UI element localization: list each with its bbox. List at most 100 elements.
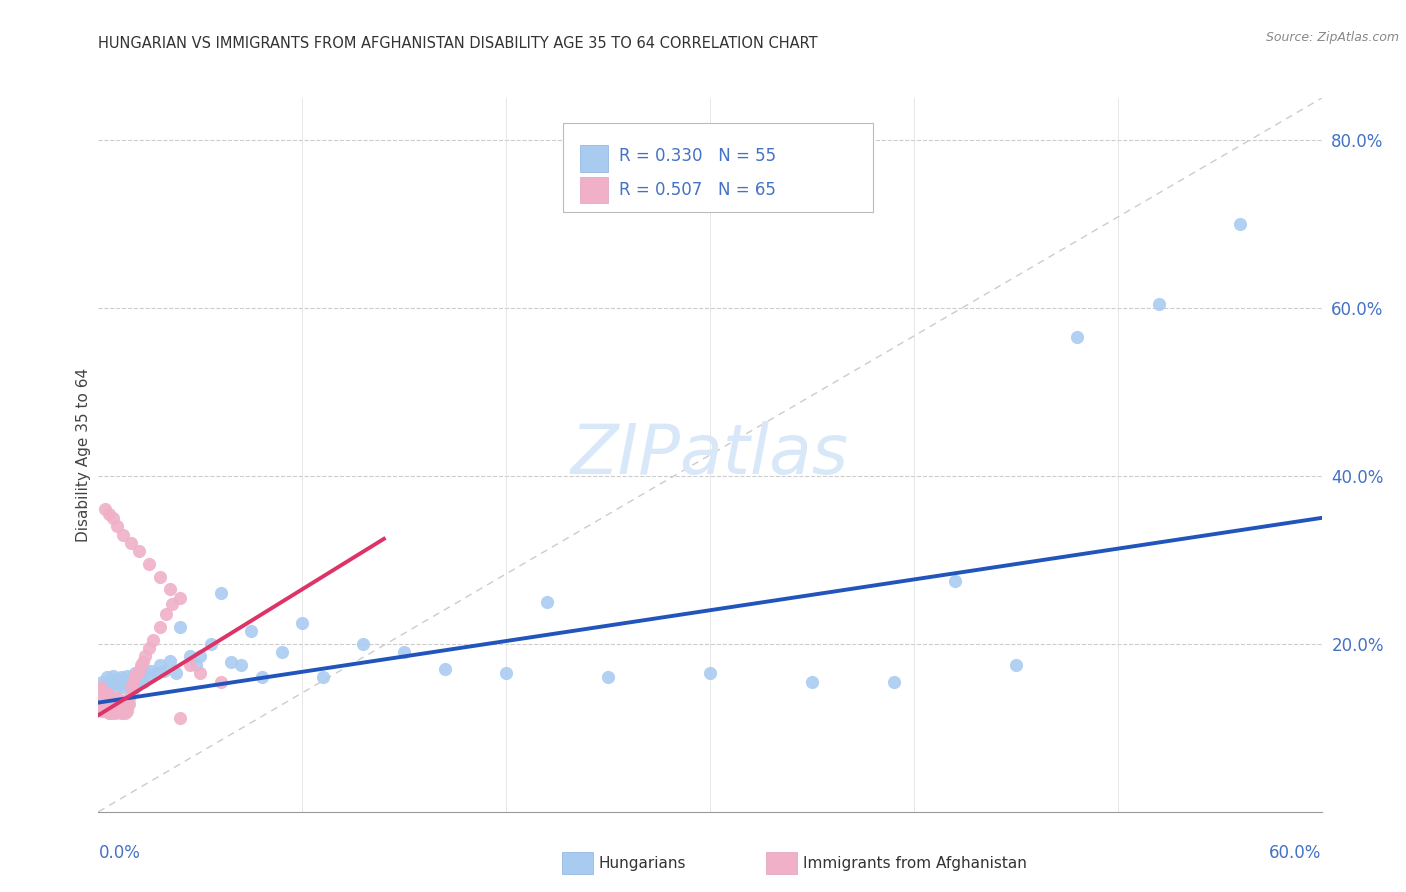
Point xyxy=(149,620,172,634)
Point xyxy=(91,683,114,698)
Point xyxy=(108,696,131,710)
Point xyxy=(115,669,138,683)
Point xyxy=(169,591,191,605)
Point xyxy=(128,672,150,686)
Point xyxy=(134,649,156,664)
Point xyxy=(100,706,122,720)
Point xyxy=(96,685,118,699)
Point xyxy=(169,711,191,725)
Text: 0.0%: 0.0% xyxy=(98,844,141,862)
Point xyxy=(209,674,232,689)
Point xyxy=(149,657,172,672)
Point xyxy=(89,691,111,706)
Point xyxy=(250,670,273,684)
Point xyxy=(89,699,111,714)
Point xyxy=(101,511,124,525)
Point xyxy=(145,666,167,681)
Point xyxy=(883,674,905,689)
Point xyxy=(104,698,127,712)
Point xyxy=(111,702,134,716)
Point xyxy=(97,507,120,521)
Point xyxy=(93,689,115,703)
Point xyxy=(155,607,177,622)
Point xyxy=(96,670,118,684)
Text: R = 0.507   N = 65: R = 0.507 N = 65 xyxy=(620,181,776,199)
Point xyxy=(101,699,124,714)
Point xyxy=(101,694,124,708)
Point xyxy=(101,704,124,718)
Point xyxy=(115,704,138,718)
Point xyxy=(111,681,134,695)
Point xyxy=(101,669,124,683)
Point xyxy=(312,670,335,684)
Point xyxy=(152,664,174,678)
Point xyxy=(129,657,152,672)
Point xyxy=(1004,657,1026,672)
Text: R = 0.330   N = 55: R = 0.330 N = 55 xyxy=(620,147,776,165)
Point xyxy=(291,615,314,630)
Point xyxy=(97,689,120,703)
Point xyxy=(219,655,242,669)
Text: Immigrants from Afghanistan: Immigrants from Afghanistan xyxy=(803,856,1026,871)
Point xyxy=(188,666,212,681)
Point xyxy=(132,674,155,689)
Point xyxy=(209,586,232,600)
Point xyxy=(699,666,721,681)
Point xyxy=(128,544,150,558)
Point xyxy=(91,704,114,718)
Point xyxy=(105,691,128,706)
Point xyxy=(138,557,160,571)
Point xyxy=(352,637,374,651)
Point xyxy=(108,704,131,718)
Point xyxy=(1229,217,1251,231)
Point xyxy=(118,679,141,693)
Point xyxy=(104,706,127,720)
Point xyxy=(169,620,191,634)
Text: ZIPatlas: ZIPatlas xyxy=(571,421,849,489)
Point xyxy=(104,683,127,698)
Text: 60.0%: 60.0% xyxy=(1270,844,1322,862)
Point xyxy=(270,645,294,659)
Point xyxy=(231,657,253,672)
Point xyxy=(120,536,142,550)
Point xyxy=(943,574,966,588)
Point xyxy=(96,699,118,714)
Point xyxy=(105,702,128,716)
Point xyxy=(179,657,201,672)
Point xyxy=(122,683,145,698)
Point xyxy=(118,698,141,712)
Point xyxy=(97,698,120,712)
Point xyxy=(100,702,122,716)
Point xyxy=(110,670,132,684)
Point xyxy=(142,632,165,647)
Point xyxy=(159,654,181,668)
Point xyxy=(1147,297,1170,311)
Point xyxy=(89,681,111,695)
Point xyxy=(149,569,172,583)
Point xyxy=(110,706,132,720)
Point xyxy=(111,527,134,541)
Point xyxy=(598,670,620,684)
Point xyxy=(128,664,150,678)
Point xyxy=(100,674,122,689)
Point xyxy=(165,666,187,681)
Point xyxy=(97,706,120,720)
Point xyxy=(160,597,183,611)
Point xyxy=(97,677,120,691)
Point xyxy=(115,698,138,712)
Point xyxy=(138,640,160,655)
Point xyxy=(93,681,115,695)
Point xyxy=(801,674,824,689)
Point xyxy=(93,698,115,712)
Point xyxy=(114,674,136,689)
Point xyxy=(124,669,146,683)
Point xyxy=(122,674,145,689)
Point xyxy=(200,637,222,651)
Point xyxy=(134,666,156,681)
Point xyxy=(124,666,146,681)
Point xyxy=(120,681,142,695)
Point xyxy=(111,694,134,708)
Point xyxy=(132,655,155,669)
Point xyxy=(536,595,558,609)
Point xyxy=(127,677,149,691)
